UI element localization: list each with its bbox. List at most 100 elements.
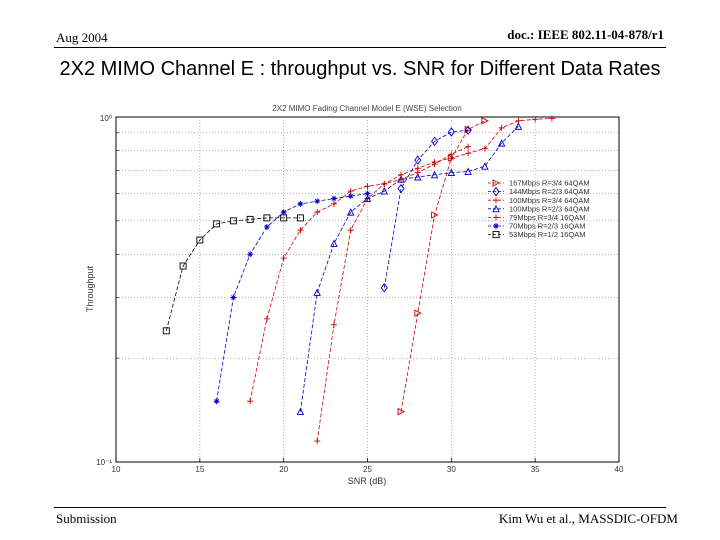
series-marker bbox=[229, 217, 237, 225]
series-marker bbox=[263, 214, 271, 222]
x-tick-label: 30 bbox=[447, 465, 456, 474]
series-marker bbox=[263, 223, 270, 230]
footer-left: Submission bbox=[56, 511, 117, 526]
series-marker bbox=[314, 198, 321, 205]
series-6 bbox=[213, 190, 371, 405]
series-marker bbox=[431, 211, 439, 219]
series-7 bbox=[162, 214, 304, 335]
series-marker bbox=[493, 197, 499, 204]
header-doc-id: doc.: IEEE 802.11-04-878/r1 bbox=[507, 27, 664, 42]
series-marker bbox=[481, 145, 488, 152]
grid-lines bbox=[116, 117, 619, 462]
series-marker bbox=[162, 327, 170, 335]
series-marker bbox=[330, 239, 338, 247]
legend-label: 100Mbps R=3/4 64QAM bbox=[509, 196, 590, 205]
series-marker bbox=[414, 172, 422, 181]
series-marker bbox=[492, 186, 500, 197]
series-marker bbox=[464, 167, 472, 175]
x-axis-label: SNR (dB) bbox=[348, 476, 387, 486]
series-marker bbox=[280, 209, 287, 216]
series-marker bbox=[493, 214, 499, 221]
legend-label: 144Mbps R=2/3 64QAM bbox=[509, 187, 590, 196]
x-tick-label: 40 bbox=[615, 465, 624, 474]
series-1 bbox=[397, 117, 489, 416]
footer-right: Kim Wu et al., MASSDIC-OFDM bbox=[498, 511, 678, 526]
series-line bbox=[400, 120, 486, 412]
series-marker bbox=[414, 309, 422, 317]
series-marker bbox=[414, 169, 421, 176]
x-tick-label: 10 bbox=[112, 465, 121, 474]
series-marker bbox=[492, 231, 500, 239]
series-line bbox=[300, 126, 519, 412]
series-marker bbox=[464, 125, 472, 136]
series-marker bbox=[481, 162, 489, 170]
chart-title: 2X2 MIMO Fading Channel Model E (WSE) Se… bbox=[272, 104, 461, 113]
series-marker bbox=[397, 407, 406, 416]
header-rule bbox=[54, 47, 666, 48]
series-marker bbox=[398, 176, 405, 183]
series-marker bbox=[548, 115, 555, 122]
series-marker bbox=[330, 321, 337, 328]
series-marker bbox=[313, 288, 321, 296]
x-tick-label: 15 bbox=[195, 465, 204, 474]
series-marker bbox=[448, 151, 455, 158]
series-marker bbox=[230, 294, 237, 301]
series-marker bbox=[430, 170, 439, 179]
series-line bbox=[216, 193, 368, 402]
series-marker bbox=[431, 161, 438, 168]
series-marker bbox=[447, 168, 456, 177]
series-4 bbox=[296, 122, 523, 416]
series-marker bbox=[465, 150, 472, 157]
series-marker bbox=[246, 215, 254, 223]
legend-label: 100Mbps R=2/3 64QAM bbox=[509, 204, 590, 213]
x-tick-label: 35 bbox=[531, 465, 540, 474]
series-marker bbox=[330, 200, 337, 207]
series-marker bbox=[364, 190, 371, 197]
series-marker bbox=[380, 187, 388, 195]
legend-label: 70Mbps R=2/3 16QAM bbox=[509, 222, 586, 231]
series-marker bbox=[465, 143, 472, 150]
series-marker bbox=[347, 193, 354, 200]
series-marker bbox=[330, 195, 337, 202]
series-line bbox=[165, 217, 301, 331]
y-axis-label: Throughput bbox=[85, 265, 95, 312]
series-marker bbox=[447, 127, 455, 137]
series-marker bbox=[493, 223, 499, 229]
series-group bbox=[162, 115, 555, 445]
slide-title: 2X2 MIMO Channel E : throughput vs. SNR … bbox=[59, 58, 661, 80]
series-marker bbox=[498, 124, 505, 131]
series-marker bbox=[464, 125, 473, 134]
series-marker bbox=[532, 116, 539, 123]
series-marker bbox=[497, 139, 506, 147]
series-marker bbox=[492, 179, 501, 187]
series-marker bbox=[196, 236, 204, 244]
legend-label: 167Mbps R=3/4 64QAM bbox=[509, 179, 590, 188]
series-marker bbox=[347, 208, 355, 216]
series-marker bbox=[314, 438, 321, 445]
y-tick-label-bottom: 10⁻¹ bbox=[96, 458, 112, 467]
series-marker bbox=[179, 262, 187, 270]
footer-rule bbox=[54, 507, 666, 508]
series-marker bbox=[213, 398, 220, 405]
y-tick-label-top: 10⁰ bbox=[100, 114, 112, 123]
series-marker bbox=[414, 155, 422, 165]
x-tick-label: 25 bbox=[363, 465, 372, 474]
legend-label: 79Mbps R=3/4 16QAM bbox=[509, 213, 586, 222]
series-marker bbox=[492, 204, 500, 213]
header-date: Aug 2004 bbox=[56, 30, 108, 45]
legend-label: 53Mbps R=1/2 16QAM bbox=[509, 230, 586, 239]
series-marker bbox=[263, 315, 270, 322]
series-marker bbox=[397, 183, 405, 194]
series-marker bbox=[247, 398, 254, 405]
series-marker bbox=[280, 214, 288, 222]
x-tick-label: 20 bbox=[279, 465, 288, 474]
series-marker bbox=[213, 220, 221, 228]
series-marker bbox=[347, 227, 354, 234]
series-line bbox=[249, 146, 469, 402]
series-marker bbox=[431, 136, 439, 147]
series-marker bbox=[297, 200, 304, 207]
axis-ticks: 10 15 20 25 30 35 40 10⁰ 10⁻¹ bbox=[96, 114, 624, 474]
series-2 bbox=[380, 125, 472, 293]
